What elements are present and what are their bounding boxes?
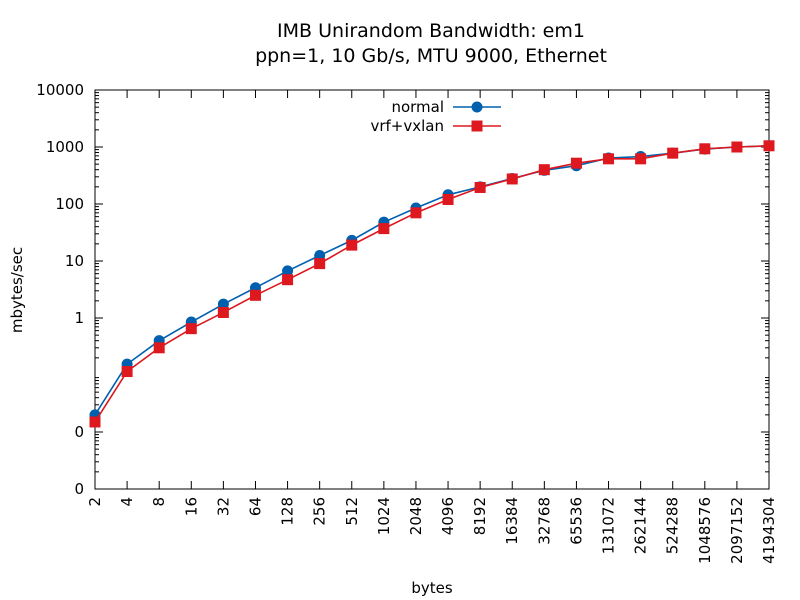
x-tick-label: 32768 xyxy=(535,497,553,545)
data-point xyxy=(217,306,229,318)
series-line xyxy=(94,144,770,423)
data-point xyxy=(635,153,647,165)
series-line xyxy=(94,144,770,416)
x-tick-label: 256 xyxy=(311,497,329,526)
x-axis: 2 4 8 16 32 64 128 256 512 1024 2048 4096 8192 16384 3… xyxy=(86,90,778,564)
x-tick-label: 4194304 xyxy=(760,497,778,564)
data-point xyxy=(346,239,358,251)
x-tick-label: 16384 xyxy=(503,497,521,545)
data-point xyxy=(667,147,679,159)
x-tick-label: 1048576 xyxy=(696,497,714,564)
x-tick-label: 4 xyxy=(118,497,136,507)
x-tick-label: 8192 xyxy=(471,497,489,535)
data-point xyxy=(474,181,486,193)
data-point xyxy=(378,223,390,235)
x-tick-label: 8 xyxy=(150,497,168,507)
y-tick-label: 10000 xyxy=(36,81,84,99)
y-tick-label: 1 xyxy=(74,309,84,327)
data-point xyxy=(699,143,711,155)
y-tick-label: 10 xyxy=(65,252,84,270)
data-point xyxy=(410,207,422,219)
y-tick-label: 100 xyxy=(55,195,84,213)
x-tick-label: 262144 xyxy=(632,497,650,554)
x-axis-label: bytes xyxy=(411,579,453,597)
x-tick-label: 1024 xyxy=(375,497,393,535)
x-tick-label: 2097152 xyxy=(728,497,746,564)
x-tick-label: 4096 xyxy=(439,497,457,535)
chart-subtitle: ppn=1, 10 Gb/s, MTU 9000, Ethernet xyxy=(255,45,607,67)
chart-title: IMB Unirandom Bandwidth: em1 xyxy=(277,20,585,42)
legend-marker xyxy=(471,120,483,132)
data-point xyxy=(763,140,775,152)
data-point xyxy=(731,141,743,153)
legend-marker xyxy=(471,101,483,113)
x-tick-label: 2 xyxy=(86,497,104,507)
x-tick-label: 16 xyxy=(182,497,200,516)
x-tick-label: 131072 xyxy=(600,497,618,554)
data-point xyxy=(185,323,197,335)
data-point xyxy=(249,289,261,301)
y-tick-label: 0 xyxy=(74,480,84,498)
legend-label: vrf+vxlan xyxy=(370,117,444,135)
series-layer xyxy=(89,140,775,428)
x-tick-label: 512 xyxy=(343,497,361,526)
legend-label: normal xyxy=(391,98,444,116)
data-point xyxy=(282,265,294,277)
data-point xyxy=(121,366,133,378)
data-point xyxy=(442,193,454,205)
x-tick-label: 65536 xyxy=(567,497,585,545)
data-point xyxy=(282,274,294,286)
y-tick-label: 1000 xyxy=(46,138,84,156)
y-axis-label: mbytes/sec xyxy=(8,247,26,333)
data-point xyxy=(89,416,101,428)
x-tick-label: 128 xyxy=(279,497,297,526)
x-tick-label: 64 xyxy=(246,497,264,516)
x-tick-label: 32 xyxy=(214,497,232,516)
y-tick-label: 0 xyxy=(74,423,84,441)
data-point xyxy=(603,153,615,165)
data-point xyxy=(314,258,326,270)
data-point xyxy=(217,298,229,310)
data-point xyxy=(506,173,518,185)
data-point xyxy=(570,157,582,169)
x-tick-label: 2048 xyxy=(407,497,425,535)
x-tick-label: 524288 xyxy=(664,497,682,554)
data-point xyxy=(153,342,165,354)
plot-area-frame xyxy=(94,89,770,490)
data-point xyxy=(538,164,550,176)
y-axis: 0 0 1 10 100 1000 10000 xyxy=(36,81,769,498)
